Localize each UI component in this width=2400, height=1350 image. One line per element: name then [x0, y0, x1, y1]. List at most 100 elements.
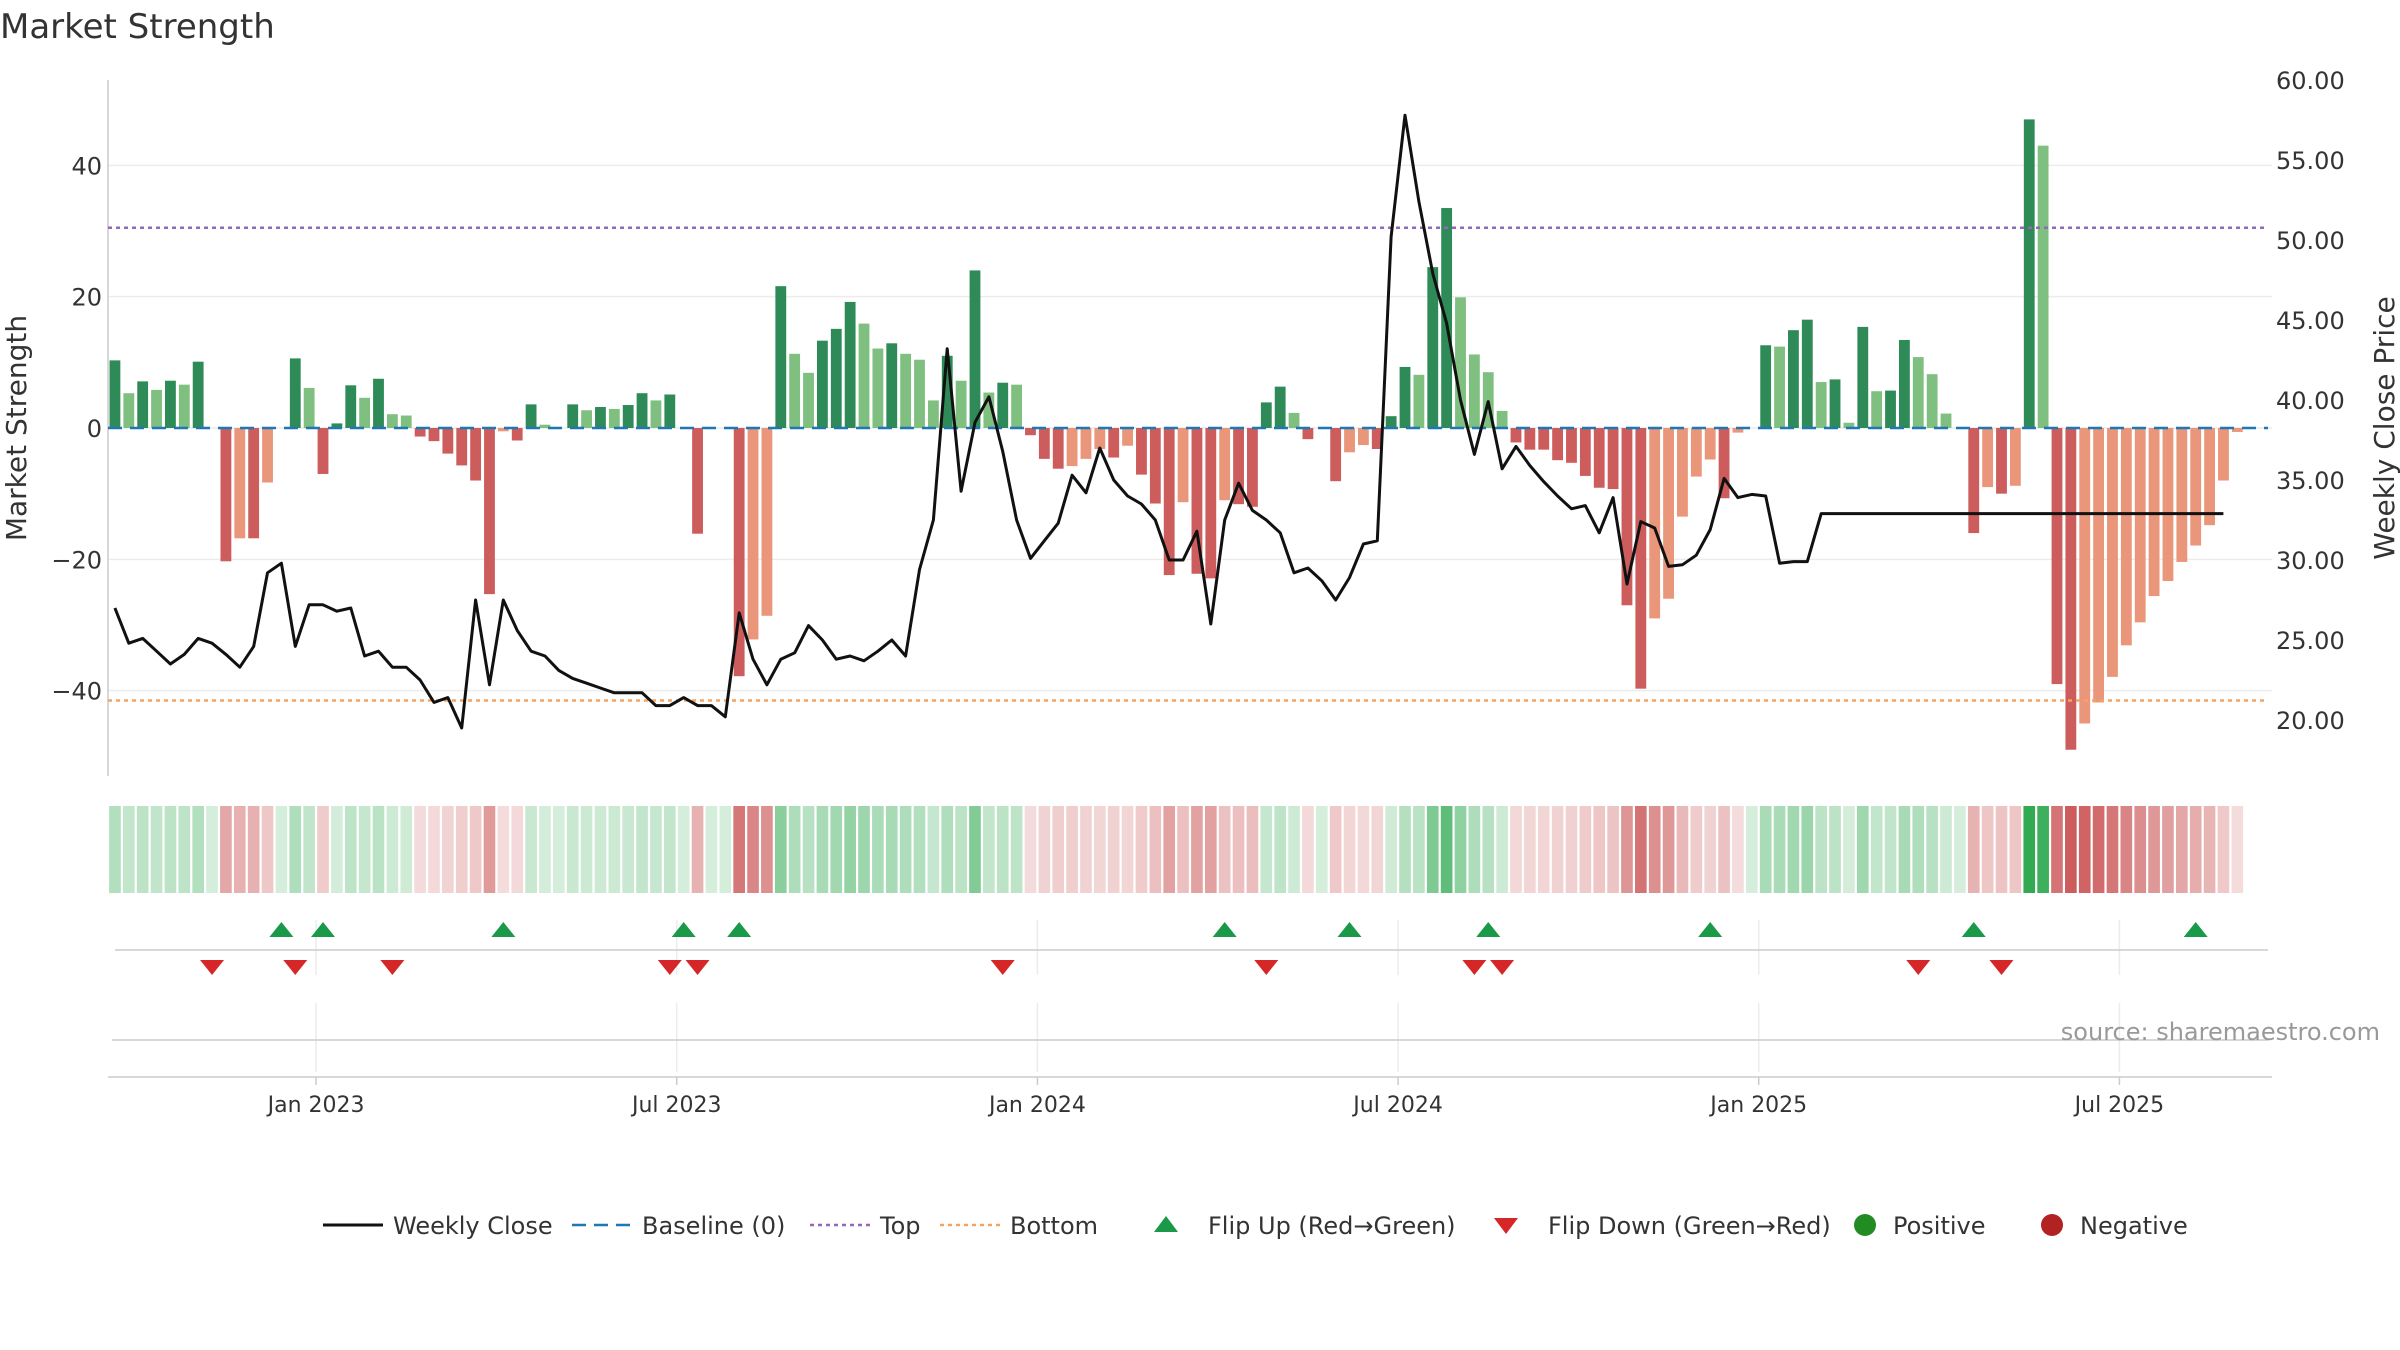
strength-bar [2231, 428, 2243, 432]
strength-bar [650, 400, 662, 428]
strength-bar [1704, 428, 1716, 460]
heat-cell [844, 806, 856, 893]
heat-cell [1232, 806, 1245, 893]
y-tick-label: 40 [71, 152, 102, 180]
strength-bar [1968, 428, 1980, 534]
strength-bar [1385, 416, 1397, 428]
y2-tick-label: 20.00 [2276, 707, 2345, 735]
heat-cell [580, 806, 593, 893]
strength-bar [1274, 386, 1286, 428]
heat-cell [1094, 806, 1106, 893]
heat-cell [1704, 806, 1717, 893]
heat-cell [511, 806, 524, 893]
strength-bar [1760, 345, 1772, 428]
heat-cell [1482, 806, 1495, 893]
strength-bar [1718, 428, 1730, 499]
heat-cell [1690, 806, 1703, 893]
heat-cell [774, 806, 787, 893]
strength-bar [816, 340, 828, 428]
heat-cell [1357, 806, 1370, 893]
strength-bar [234, 428, 246, 539]
strength-bar [1926, 374, 1938, 428]
heat-cell [1607, 806, 1619, 893]
strength-bar [262, 428, 273, 483]
flip-up-marker [491, 922, 516, 937]
heat-cell [2134, 806, 2147, 893]
strength-bar [1649, 428, 1661, 619]
flip-down-marker [685, 960, 710, 975]
strength-bar [2037, 145, 2049, 428]
heat-cell [969, 806, 981, 893]
heat-cell [802, 806, 815, 893]
heat-cell [1121, 806, 1134, 893]
strength-bar [2120, 428, 2132, 646]
strength-bar [400, 415, 412, 428]
x-tick-labels: Jan 2023 Jul 2023 Jan 2024 Jul 2024 Jan 2025… [108, 1076, 2272, 1118]
strength-bar [373, 378, 384, 428]
strength-bar [1427, 267, 1439, 428]
y2-tick-label: 25.00 [2276, 627, 2345, 655]
heat-cell [885, 806, 898, 893]
strength-bar [1413, 374, 1425, 428]
legend-label-close: Weekly Close [393, 1212, 553, 1240]
heat-cell [1579, 806, 1592, 893]
heat-cell [2106, 806, 2119, 893]
strength-bar [1288, 412, 1300, 428]
strength-bar [1510, 428, 1522, 443]
heat-cell [525, 806, 537, 893]
strength-bar [1344, 428, 1355, 453]
heat-cell [428, 806, 440, 893]
legend-label-flipup: Flip Up (Red→Green) [1208, 1212, 1456, 1240]
strength-bar [289, 358, 301, 428]
strength-bar [1940, 413, 1952, 428]
strength-bar [608, 408, 620, 428]
strength-bar [1774, 346, 1785, 428]
flip-down-marker [1989, 960, 2014, 975]
strength-bar [484, 428, 495, 595]
heat-cell [705, 806, 718, 893]
heat-cell [233, 806, 246, 893]
strength-bar [900, 353, 912, 428]
strength-bar [428, 428, 440, 442]
heat-cell [1177, 806, 1189, 893]
flip-down-marker [1906, 960, 1931, 975]
heat-cell [1829, 806, 1841, 893]
heat-cell [1981, 806, 1994, 893]
strength-bar [248, 428, 260, 539]
heat-cell [1024, 806, 1037, 893]
heat-cell [2023, 806, 2036, 893]
strength-bar [2204, 428, 2215, 526]
strength-bar [2079, 428, 2091, 724]
strength-bar [1163, 428, 1175, 576]
flip-up-marker [1698, 922, 1723, 937]
heat-cell [2203, 806, 2216, 893]
y2-axis-label: Weekly Close Price [2368, 296, 2400, 559]
flip-down-marker [657, 960, 682, 975]
strength-bar [525, 404, 537, 428]
flip-up-marker [1476, 922, 1501, 937]
heat-cell [1593, 806, 1606, 893]
heat-cell [1787, 806, 1800, 893]
heat-cell [1246, 806, 1259, 893]
heat-cell [636, 806, 648, 893]
heat-cell [1773, 806, 1786, 893]
heat-cell [1343, 806, 1356, 893]
grid-lines [108, 164, 2272, 1072]
strength-bar [983, 392, 995, 428]
heat-cell [1676, 806, 1689, 893]
heat-cell [1565, 806, 1578, 893]
strength-bar [456, 428, 468, 466]
strength-bar [1455, 297, 1466, 428]
heat-cell [400, 806, 413, 893]
heat-cell [1745, 806, 1758, 893]
flip-up-marker [671, 922, 696, 937]
heat-cell [1759, 806, 1772, 893]
heat-cell [2176, 806, 2188, 893]
heat-cell [1884, 806, 1897, 893]
heat-cell [192, 806, 204, 893]
strength-bar [2162, 428, 2174, 581]
strength-bar [747, 428, 759, 640]
heat-cell [1191, 806, 1203, 893]
heat-cell [2092, 806, 2105, 893]
legend-swatch-flip-down [1494, 1218, 1518, 1234]
